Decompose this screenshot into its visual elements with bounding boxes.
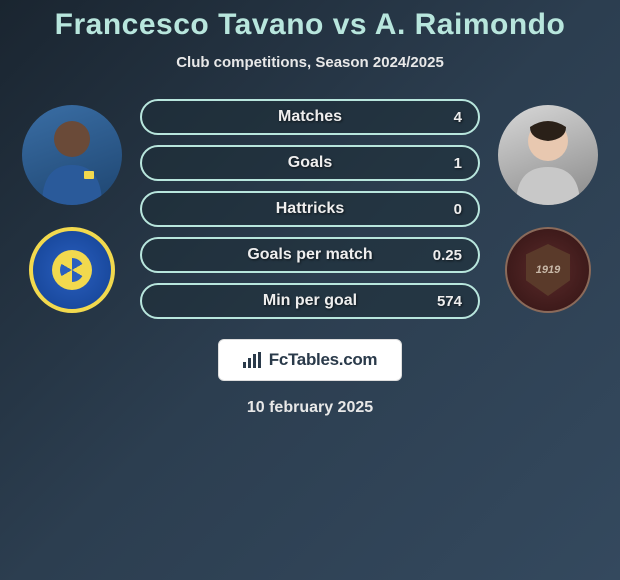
comparison-area: Matches 4 Goals 1 Hattricks 0 Goals per … <box>0 99 620 319</box>
stat-value: 0 <box>454 201 462 218</box>
player1-silhouette-icon <box>22 105 122 205</box>
right-column: 1919 <box>498 99 598 313</box>
page-title: Francesco Tavano vs A. Raimondo <box>55 8 566 42</box>
player1-club-badge <box>29 227 115 313</box>
brand-label: FcTables.com <box>269 350 378 370</box>
stat-row-goals-per-match: Goals per match 0.25 <box>140 237 480 273</box>
player2-avatar <box>498 105 598 205</box>
page-subtitle: Club competitions, Season 2024/2025 <box>176 54 444 71</box>
stat-row-hattricks: Hattricks 0 <box>140 191 480 227</box>
player1-avatar <box>22 105 122 205</box>
stat-value: 4 <box>454 109 462 126</box>
brand-box[interactable]: FcTables.com <box>218 339 403 381</box>
date-label: 10 february 2025 <box>247 399 373 417</box>
stat-label: Matches <box>278 108 342 126</box>
stat-row-matches: Matches 4 <box>140 99 480 135</box>
stat-value: 0.25 <box>433 247 462 264</box>
left-column <box>22 99 122 313</box>
stat-row-min-per-goal: Min per goal 574 <box>140 283 480 319</box>
player2-club-badge: 1919 <box>505 227 591 313</box>
player2-silhouette-icon <box>498 105 598 205</box>
club2-year: 1919 <box>536 264 560 276</box>
club1-emblem-icon <box>52 250 92 290</box>
stats-pills: Matches 4 Goals 1 Hattricks 0 Goals per … <box>140 99 480 319</box>
club2-emblem-icon: 1919 <box>526 244 570 296</box>
page-container: Francesco Tavano vs A. Raimondo Club com… <box>0 0 620 417</box>
stat-row-goals: Goals 1 <box>140 145 480 181</box>
stat-label: Min per goal <box>263 292 357 310</box>
stat-label: Goals per match <box>247 246 372 264</box>
stat-label: Hattricks <box>276 200 344 218</box>
stat-value: 574 <box>437 293 462 310</box>
stat-label: Goals <box>288 154 332 172</box>
brand-chart-icon <box>243 352 261 368</box>
stat-value: 1 <box>454 155 462 172</box>
